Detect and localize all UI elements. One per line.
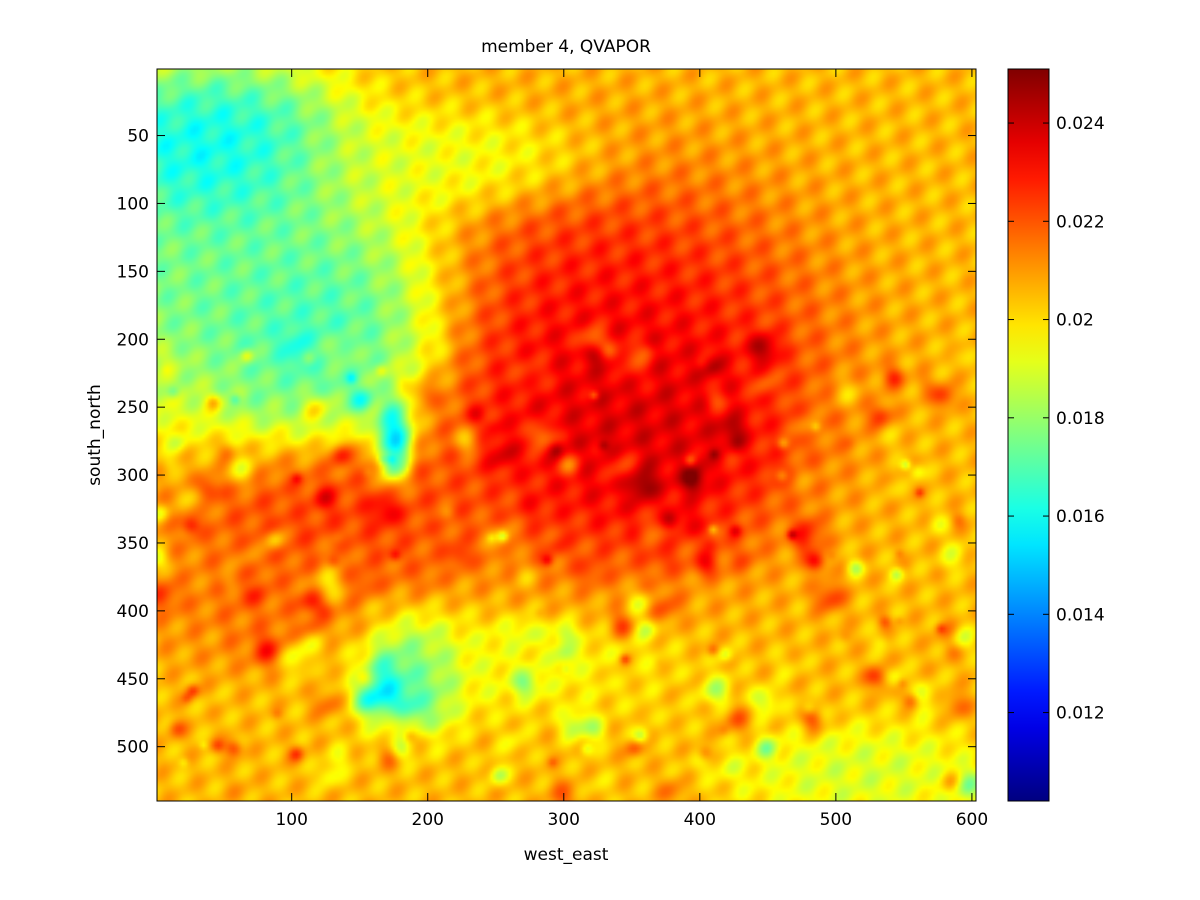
y-tick-label: 100 [117, 194, 149, 214]
x-tick-label: 600 [956, 810, 988, 830]
x-tick-label: 400 [684, 810, 716, 830]
y-tick-label: 400 [117, 602, 149, 622]
colorbar-tick-label: 0.02 [1056, 311, 1094, 331]
y-tick-label: 200 [117, 330, 149, 350]
colorbar-tick-label: 0.024 [1056, 114, 1105, 134]
colorbar-tick-label: 0.018 [1056, 409, 1105, 429]
y-tick-label: 450 [117, 670, 149, 690]
chart-title: member 4, QVAPOR [481, 37, 651, 57]
colorbar-tick-label: 0.012 [1056, 704, 1105, 724]
x-axis-label: west_east [524, 845, 609, 865]
y-axis: 50 100 150 200 250 300 350 400 450 500 [117, 127, 976, 758]
colorbar-tick-label: 0.022 [1056, 212, 1105, 232]
colorbar-tick-label: 0.016 [1056, 507, 1105, 527]
y-tick-label: 500 [117, 738, 149, 758]
y-axis-label: south_north [85, 384, 105, 486]
colorbar-tick-label: 0.014 [1056, 605, 1105, 625]
plot-frame [156, 68, 977, 802]
y-tick-label: 150 [117, 262, 149, 282]
x-tick-label: 500 [820, 810, 852, 830]
x-tick-label: 200 [412, 810, 444, 830]
x-tick-label: 300 [548, 810, 580, 830]
x-tick-label: 100 [275, 810, 307, 830]
colorbar-axis: 0.012 0.014 0.016 0.018 0.02 0.022 0.024 [1008, 114, 1105, 724]
heatmap-image [157, 69, 976, 801]
x-axis: 100 200 300 400 500 600 [275, 69, 988, 830]
colorbar [1007, 68, 1050, 802]
y-tick-label: 300 [117, 466, 149, 486]
y-tick-label: 250 [117, 398, 149, 418]
y-tick-label: 350 [117, 534, 149, 554]
y-tick-label: 50 [127, 127, 149, 147]
